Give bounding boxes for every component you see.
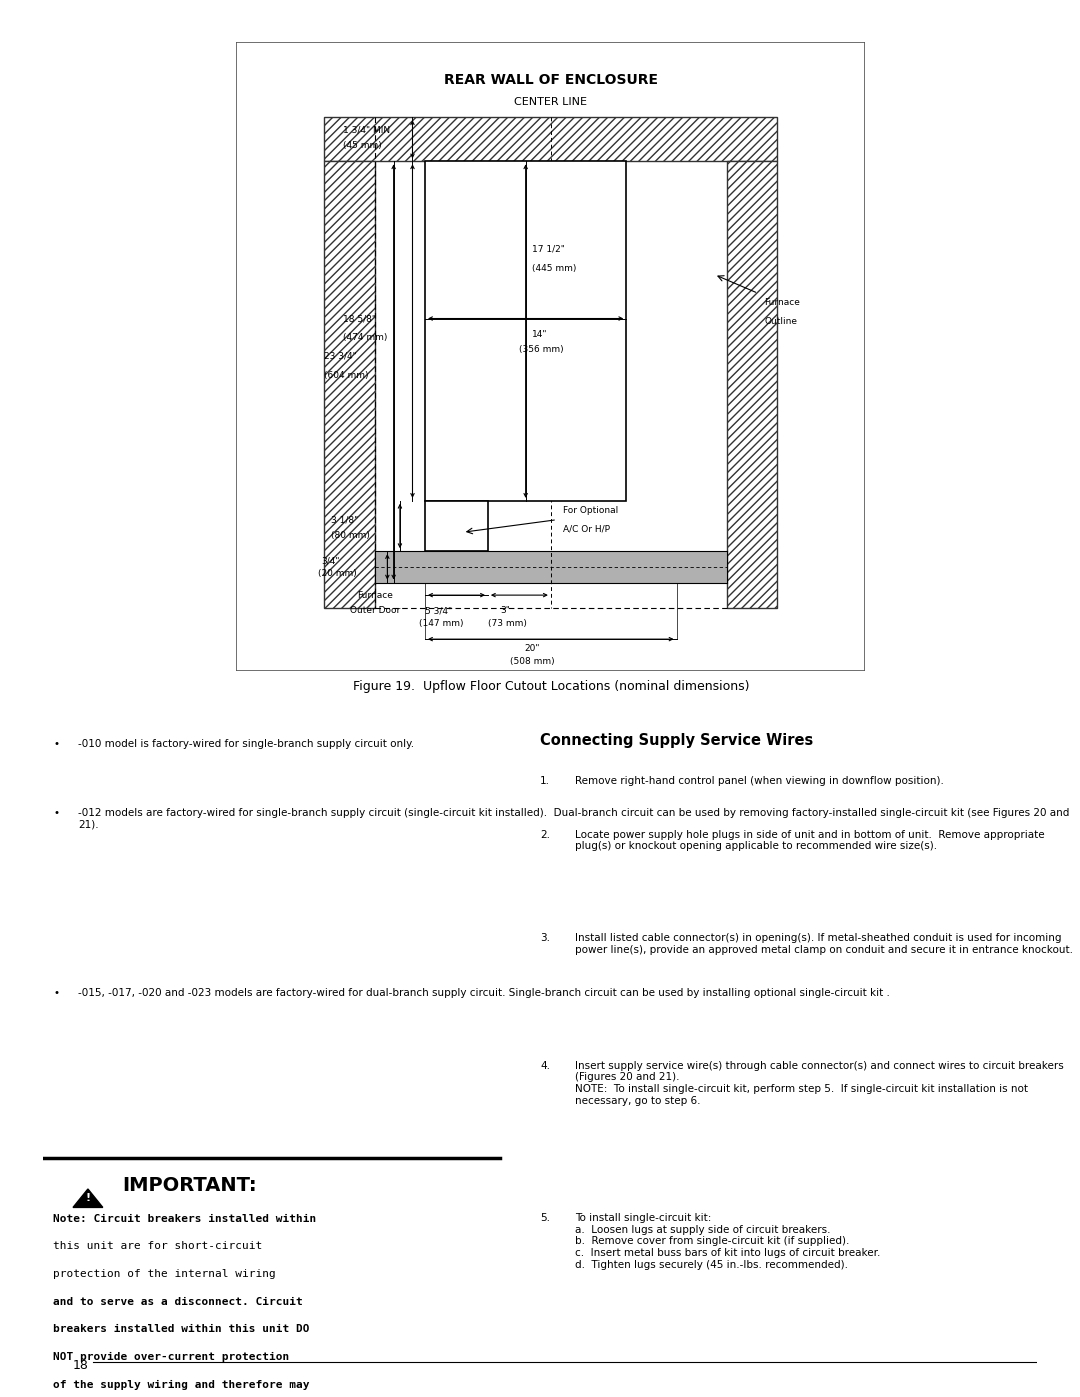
Bar bbox=[375, 550, 727, 583]
Text: Figure 19.  Upflow Floor Cutout Locations (nominal dimensions): Figure 19. Upflow Floor Cutout Locations… bbox=[352, 680, 750, 693]
Text: -012 models are factory-wired for single-branch supply circuit (single-circuit k: -012 models are factory-wired for single… bbox=[78, 807, 1069, 830]
Text: •: • bbox=[53, 988, 59, 997]
Text: Connecting Supply Service Wires: Connecting Supply Service Wires bbox=[540, 732, 813, 747]
Text: -015, -017, -020 and -023 models are factory-wired for dual-branch supply circui: -015, -017, -020 and -023 models are fac… bbox=[78, 988, 890, 997]
Text: •: • bbox=[53, 807, 59, 817]
Text: 1 3/4" MIN: 1 3/4" MIN bbox=[343, 126, 391, 134]
Text: 2.: 2. bbox=[540, 830, 550, 840]
Text: 14": 14" bbox=[532, 330, 548, 338]
Text: •: • bbox=[53, 739, 59, 749]
Text: !: ! bbox=[85, 1193, 91, 1203]
Text: 5.: 5. bbox=[540, 1213, 550, 1224]
Text: 3/4": 3/4" bbox=[322, 556, 340, 564]
Bar bbox=[426, 162, 626, 502]
Text: 4.: 4. bbox=[540, 1060, 550, 1071]
Text: (45 mm): (45 mm) bbox=[343, 141, 382, 149]
Text: (73 mm): (73 mm) bbox=[488, 619, 527, 627]
Text: 18: 18 bbox=[73, 1359, 89, 1372]
Text: IMPORTANT:: IMPORTANT: bbox=[123, 1176, 257, 1196]
Text: Install listed cable connector(s) in opening(s). If metal-sheathed conduit is us: Install listed cable connector(s) in ope… bbox=[575, 933, 1072, 954]
Text: Locate power supply hole plugs in side of unit and in bottom of unit.  Remove ap: Locate power supply hole plugs in side o… bbox=[575, 830, 1044, 851]
Text: Furnace: Furnace bbox=[356, 591, 393, 599]
Text: Note: Circuit breakers installed within: Note: Circuit breakers installed within bbox=[53, 1214, 316, 1224]
Text: breakers installed within this unit DO: breakers installed within this unit DO bbox=[53, 1324, 310, 1334]
Text: Outline: Outline bbox=[765, 317, 797, 326]
Text: REAR WALL OF ENCLOSURE: REAR WALL OF ENCLOSURE bbox=[444, 73, 658, 87]
Text: protection of the internal wiring: protection of the internal wiring bbox=[53, 1268, 275, 1278]
Text: (508 mm): (508 mm) bbox=[510, 657, 554, 665]
Text: CENTER LINE: CENTER LINE bbox=[514, 96, 588, 106]
Bar bbox=[324, 117, 778, 162]
Text: (445 mm): (445 mm) bbox=[532, 264, 577, 272]
Text: 17 1/2": 17 1/2" bbox=[532, 244, 565, 254]
Text: 18 5/8": 18 5/8" bbox=[343, 314, 376, 323]
Text: 3 1/8": 3 1/8" bbox=[330, 515, 359, 524]
Text: To install single-circuit kit:
a.  Loosen lugs at supply side of circuit breaker: To install single-circuit kit: a. Loosen… bbox=[575, 1213, 880, 1270]
Text: 1.: 1. bbox=[540, 775, 550, 785]
Bar bbox=[324, 162, 375, 608]
Text: (604 mm): (604 mm) bbox=[324, 370, 369, 380]
Text: (147 mm): (147 mm) bbox=[419, 619, 463, 627]
Text: NOT provide over-current protection: NOT provide over-current protection bbox=[53, 1352, 289, 1362]
Text: this unit are for short-circuit: this unit are for short-circuit bbox=[53, 1241, 262, 1252]
Text: 20": 20" bbox=[524, 644, 540, 652]
Text: Furnace: Furnace bbox=[765, 299, 800, 307]
Text: 5 3/4": 5 3/4" bbox=[426, 606, 453, 615]
Text: (474 mm): (474 mm) bbox=[343, 332, 388, 342]
Text: (20 mm): (20 mm) bbox=[319, 569, 357, 577]
Text: For Optional: For Optional bbox=[564, 506, 619, 514]
Bar bbox=[426, 502, 488, 550]
Text: -010 model is factory-wired for single-branch supply circuit only.: -010 model is factory-wired for single-b… bbox=[78, 739, 414, 749]
Text: 23 3/4": 23 3/4" bbox=[324, 352, 357, 360]
Text: and to serve as a disconnect. Circuit: and to serve as a disconnect. Circuit bbox=[53, 1296, 302, 1306]
Text: Remove right-hand control panel (when viewing in downflow position).: Remove right-hand control panel (when vi… bbox=[575, 775, 944, 785]
Text: (80 mm): (80 mm) bbox=[330, 531, 369, 539]
Polygon shape bbox=[73, 1189, 103, 1207]
Text: Insert supply service wire(s) through cable connector(s) and connect wires to ci: Insert supply service wire(s) through ca… bbox=[575, 1060, 1064, 1105]
Text: (356 mm): (356 mm) bbox=[519, 345, 564, 355]
Text: A/C Or H/P: A/C Or H/P bbox=[564, 525, 610, 534]
Text: 3.: 3. bbox=[540, 933, 550, 943]
Text: 3": 3" bbox=[500, 606, 511, 615]
Text: of the supply wiring and therefore may: of the supply wiring and therefore may bbox=[53, 1380, 310, 1390]
Bar bbox=[727, 162, 778, 608]
Text: Outer Door: Outer Door bbox=[350, 606, 400, 615]
